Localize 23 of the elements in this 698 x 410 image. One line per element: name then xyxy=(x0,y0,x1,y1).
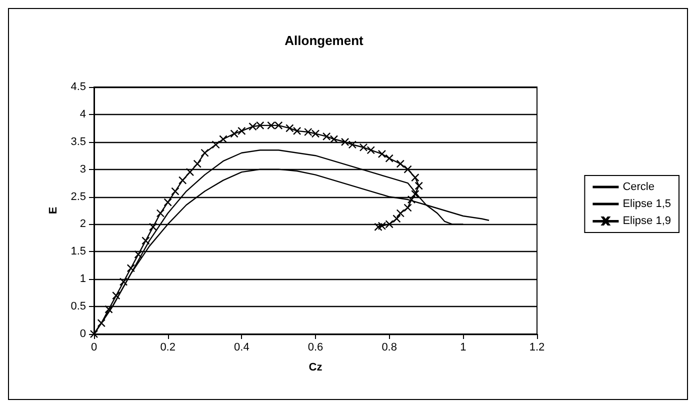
y-tick-label: 4 xyxy=(80,108,86,120)
y-tick-label: 3.5 xyxy=(70,136,86,148)
y-tick-label: 2.5 xyxy=(70,190,86,203)
x-tick-label: 0.6 xyxy=(308,342,324,354)
y-tick-label: 0 xyxy=(80,328,86,340)
chart-title: Allongement xyxy=(284,33,364,48)
x-axis-title: Cz xyxy=(308,362,323,374)
y-tick-label: 3 xyxy=(80,163,86,176)
x-tick-label: 0 xyxy=(90,342,98,354)
legend-label: Elipse 1,9 xyxy=(622,215,672,227)
y-tick-label: 4.5 xyxy=(70,81,86,93)
x-tick-label: 1 xyxy=(460,342,466,354)
x-tick-label: 0.2 xyxy=(160,342,176,354)
x-tick-label: 0.4 xyxy=(234,342,250,354)
y-tick-label: 2 xyxy=(80,218,86,230)
y-tick-label: 1 xyxy=(80,273,86,286)
x-tick-label: 1.2 xyxy=(529,342,545,354)
legend-label: Cercle xyxy=(622,181,654,193)
y-axis-title: E xyxy=(48,206,60,214)
y-tick-label: 0.5 xyxy=(70,300,86,313)
y-tick-label: 1.5 xyxy=(70,246,86,258)
legend-label: Elipse 1,5 xyxy=(622,198,672,210)
x-tick-label: 0.8 xyxy=(382,342,397,354)
